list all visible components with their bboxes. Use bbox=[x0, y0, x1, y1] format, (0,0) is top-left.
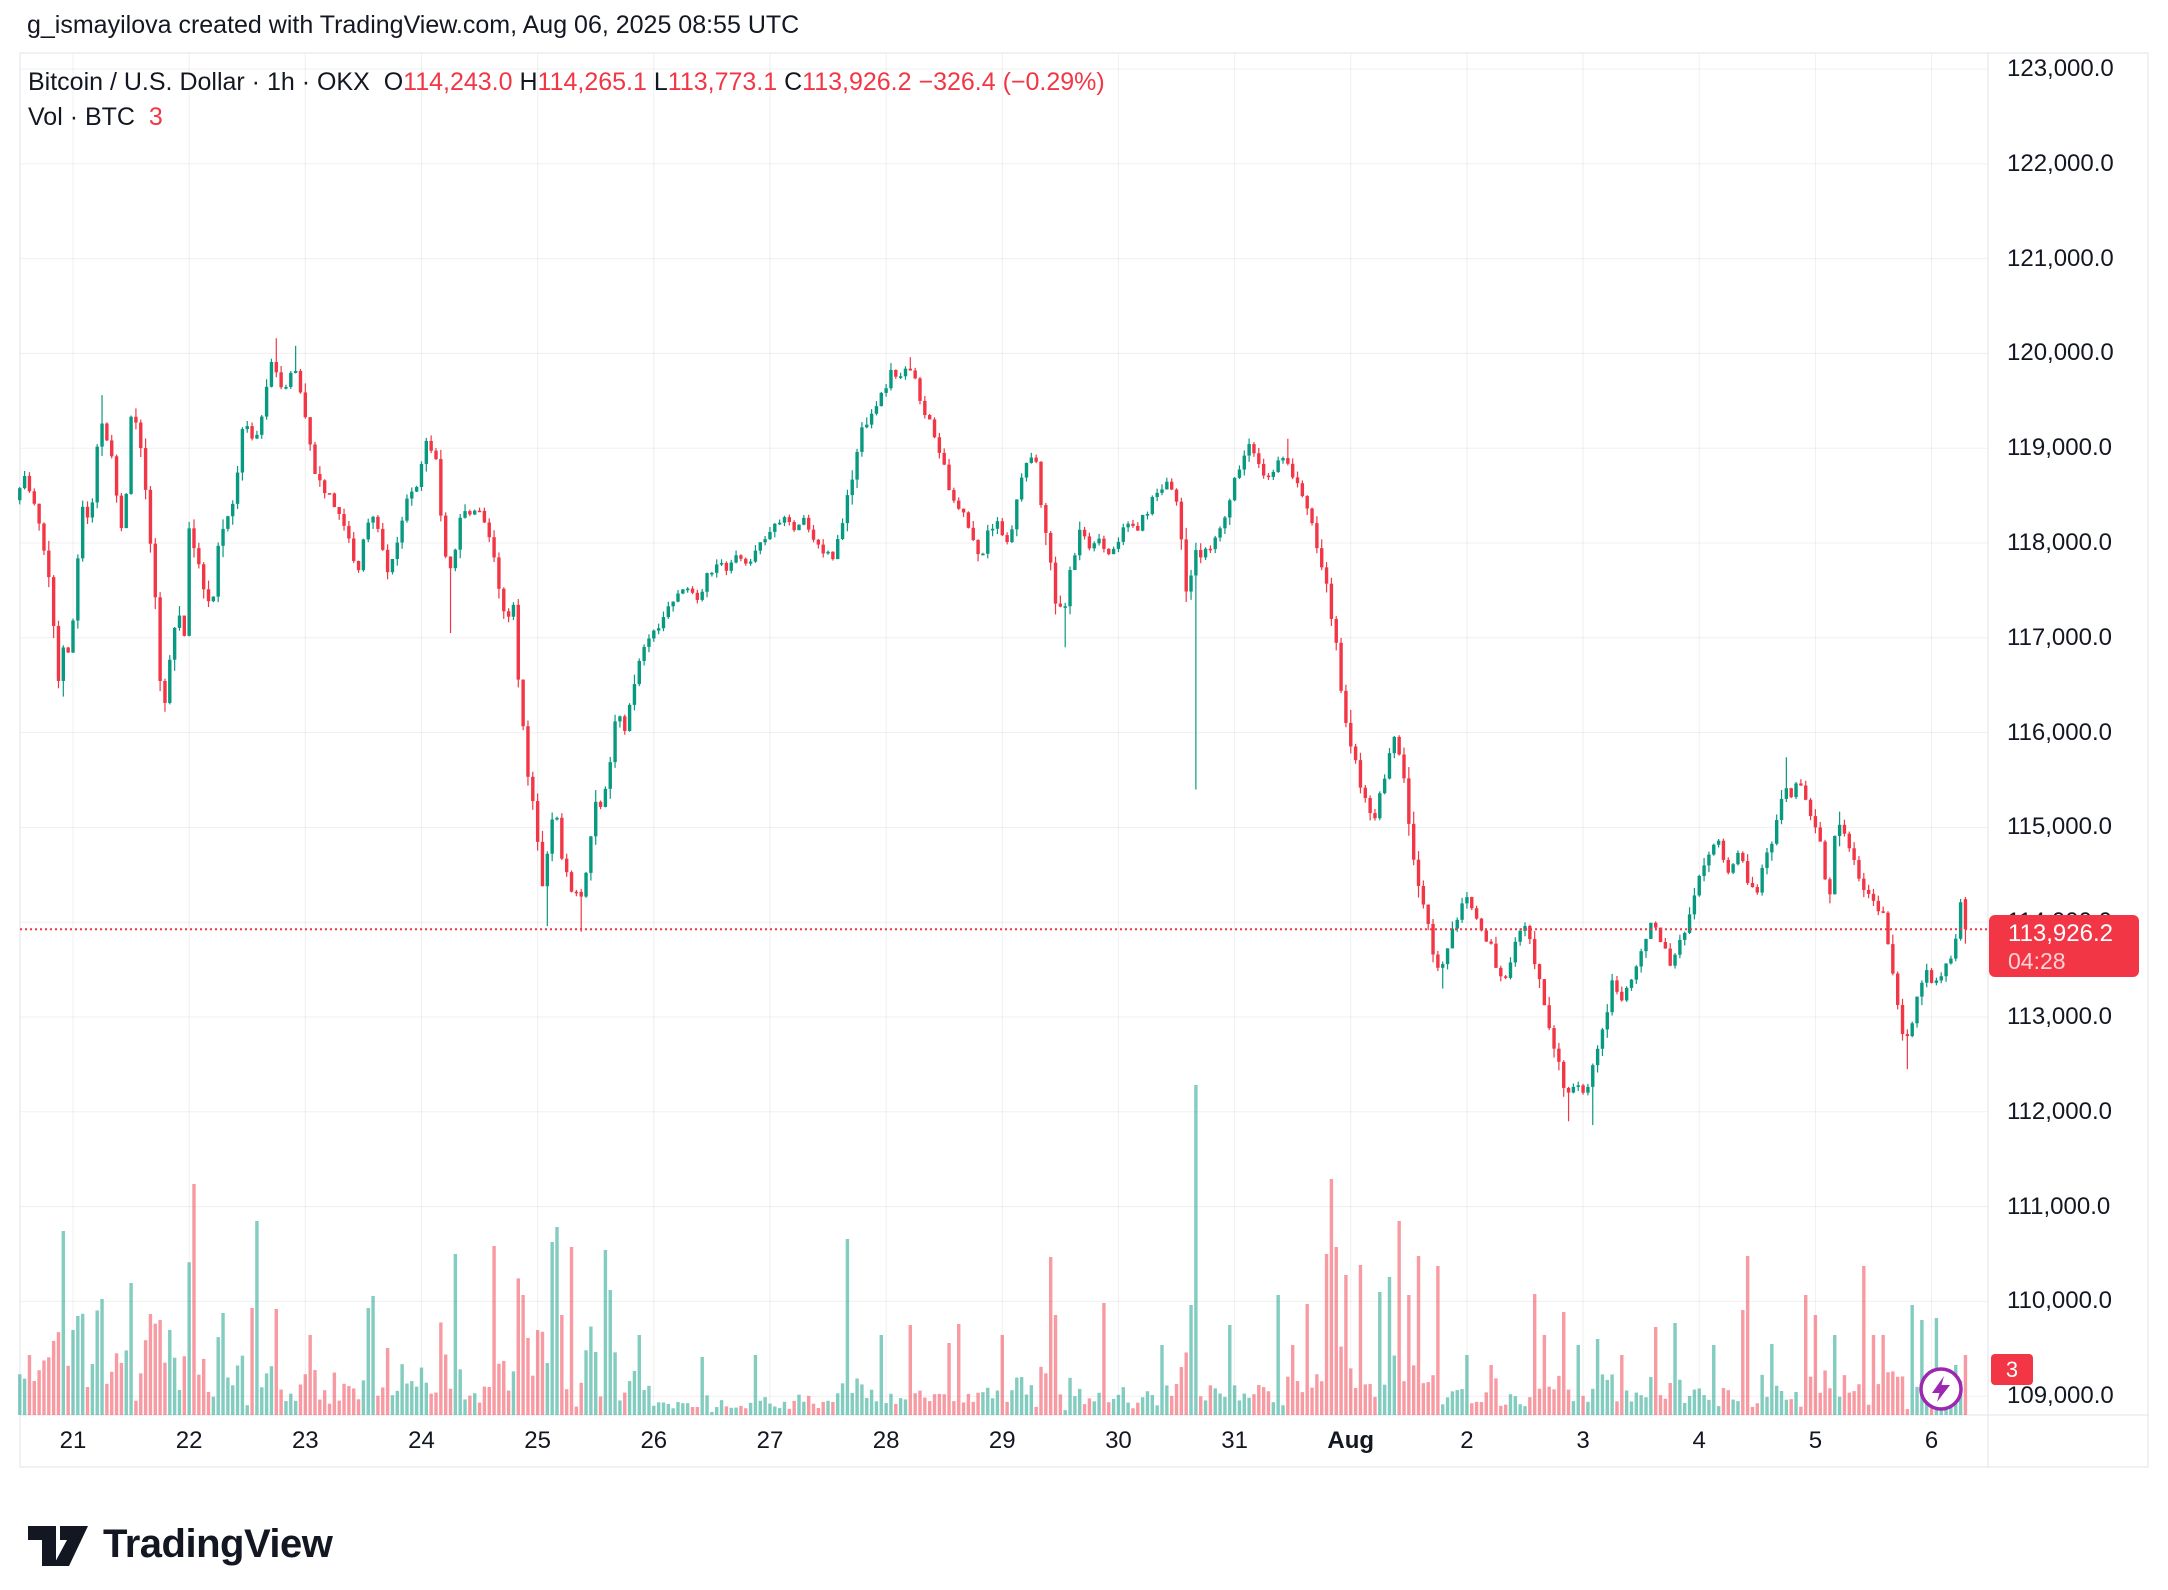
ohlc-low-value: 113,773.1 bbox=[667, 68, 778, 96]
time-axis-label: 31 bbox=[1221, 1427, 1248, 1454]
time-axis-label: 26 bbox=[640, 1427, 668, 1454]
ohlc-close-value: 113,926.2 bbox=[802, 68, 912, 96]
price-axis-label: 116,000.0 bbox=[2007, 718, 2112, 746]
time-axis-label: 5 bbox=[1808, 1427, 1823, 1454]
current-price-value: 113,926.2 bbox=[2008, 920, 2113, 947]
time-axis-label: 21 bbox=[59, 1427, 87, 1454]
price-axis-label: 117,000.0 bbox=[2007, 623, 2112, 651]
price-axis-label: 118,000.0 bbox=[2007, 529, 2112, 556]
attribution-text: g_ismayilova created with TradingView.co… bbox=[27, 11, 800, 39]
price-axis-label: 120,000.0 bbox=[2007, 339, 2114, 367]
candlesticks-layer bbox=[18, 338, 1968, 1126]
time-axis-label: 25 bbox=[524, 1427, 551, 1454]
time-axis-label: 30 bbox=[1105, 1427, 1132, 1454]
ohlc-high-label: H bbox=[519, 68, 538, 96]
volume-label[interactable]: Vol · BTC bbox=[28, 103, 135, 131]
time-axis-label: Aug bbox=[1327, 1427, 1375, 1454]
volume-legend: Vol · BTC 3 bbox=[28, 103, 163, 132]
volume-axis-badge: 3 bbox=[1991, 1354, 2033, 1385]
time-axis-label: 29 bbox=[988, 1427, 1016, 1454]
price-axis-label: 111,000.0 bbox=[2007, 1192, 2111, 1220]
price-axis-label: 121,000.0 bbox=[2007, 244, 2114, 272]
ohlc-low-label: L bbox=[653, 68, 668, 96]
time-axis-label: 27 bbox=[756, 1427, 784, 1454]
time-axis-label: 6 bbox=[1924, 1427, 1939, 1454]
tradingview-logo-text: TradingView bbox=[103, 1521, 333, 1566]
time-axis-label: 2 bbox=[1460, 1427, 1474, 1454]
volume-value: 3 bbox=[148, 103, 163, 131]
price-axis-label: 123,000.0 bbox=[2007, 55, 2114, 82]
time-axis-label: 22 bbox=[175, 1427, 203, 1454]
ohlc-open-value: 114,243.0 bbox=[403, 68, 513, 96]
current-price-badge: 113,926.2 04:28 bbox=[1989, 915, 2139, 977]
volume-layer bbox=[18, 1085, 1968, 1415]
tradingview-logo[interactable]: TradingView bbox=[27, 1516, 333, 1572]
ohlc-close-label: C bbox=[784, 68, 803, 96]
lightning-bolt-icon bbox=[1932, 1376, 1950, 1402]
symbol-title[interactable]: Bitcoin / U.S. Dollar · 1h · OKX bbox=[28, 68, 370, 96]
flash-publish-button[interactable] bbox=[1917, 1365, 1965, 1413]
time-axis-label: 24 bbox=[408, 1427, 435, 1454]
grid-layer bbox=[20, 53, 1988, 1415]
time-axis-label: 3 bbox=[1576, 1427, 1590, 1454]
ohlc-high-value: 114,265.1 bbox=[537, 68, 647, 96]
price-axis-label: 122,000.0 bbox=[2007, 149, 2114, 177]
price-axis-label: 115,000.0 bbox=[2007, 813, 2112, 841]
time-axis-label: 28 bbox=[872, 1427, 900, 1454]
time-axis-label: 23 bbox=[291, 1427, 319, 1454]
price-axis-label: 109,000.0 bbox=[2007, 1382, 2114, 1410]
tradingview-logo-icon bbox=[28, 1526, 88, 1566]
ohlc-open-label: O bbox=[383, 68, 404, 96]
time-axis-label: 4 bbox=[1692, 1427, 1706, 1454]
price-axis-label: 112,000.0 bbox=[2007, 1097, 2112, 1125]
symbol-legend: Bitcoin / U.S. Dollar · 1h · OKX O114,24… bbox=[28, 68, 1105, 97]
price-axis-label: 110,000.0 bbox=[2007, 1287, 2112, 1315]
price-axis-label: 113,000.0 bbox=[2007, 1003, 2112, 1030]
price-axis-label: 119,000.0 bbox=[2007, 434, 2112, 462]
bar-countdown: 04:28 bbox=[2008, 948, 2066, 974]
change-value: −326.4 (−0.29%) bbox=[918, 68, 1105, 96]
